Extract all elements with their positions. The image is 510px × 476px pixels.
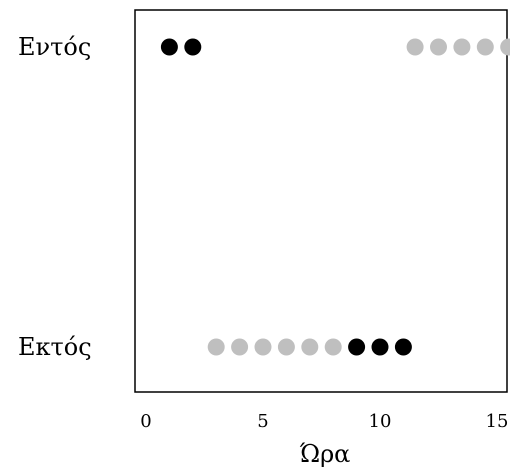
data-point-dark bbox=[371, 338, 389, 356]
data-point-light bbox=[231, 338, 249, 356]
data-point-light bbox=[430, 38, 447, 56]
y-category-label: Εκτός bbox=[18, 333, 92, 361]
data-point-dark bbox=[184, 38, 202, 56]
y-category-label: Εντός bbox=[18, 33, 91, 61]
x-tick-label: 0 bbox=[140, 411, 151, 432]
x-axis-title: Ώρα bbox=[300, 440, 351, 468]
data-point-light bbox=[476, 38, 494, 56]
data-point-light bbox=[301, 338, 319, 356]
data-point-dark bbox=[348, 338, 366, 356]
data-point-dark bbox=[160, 38, 178, 56]
x-tick-label: 15 bbox=[486, 411, 509, 432]
data-point-light bbox=[207, 338, 225, 356]
data-point-light bbox=[277, 338, 295, 356]
plot-area-frame bbox=[134, 9, 508, 393]
data-point-light bbox=[254, 338, 272, 356]
data-point-light bbox=[500, 38, 510, 56]
x-tick-label: 10 bbox=[369, 411, 392, 432]
data-point-light bbox=[453, 38, 471, 56]
data-point-light bbox=[324, 338, 342, 356]
data-point-dark bbox=[394, 338, 412, 356]
data-point-light bbox=[406, 38, 424, 56]
x-tick-label: 5 bbox=[257, 411, 268, 432]
